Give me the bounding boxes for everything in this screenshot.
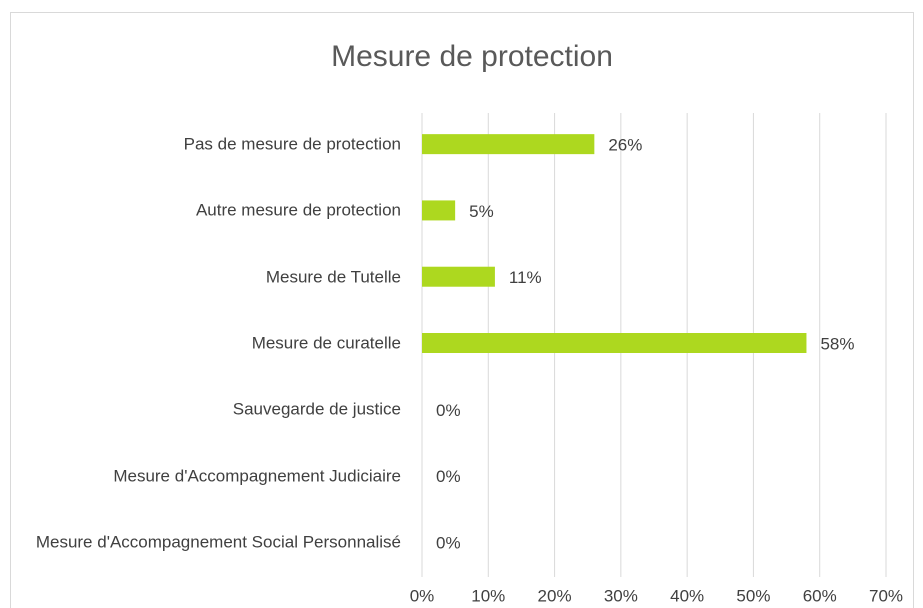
category-label-box: Mesure d'Accompagnement Social Personnal…: [36, 531, 401, 552]
y-tick-label: Mesure de curatelle: [251, 333, 401, 353]
y-tick-label: Mesure d'Accompagnement Social Personnal…: [35, 532, 401, 552]
x-tick-label: 10%: [471, 586, 505, 605]
category-label-box: Sauvegarde de justice: [233, 399, 401, 420]
data-label: 5%: [469, 202, 494, 221]
data-label: 0%: [436, 467, 461, 486]
category-label-box: Mesure d'Accompagnement Judiciaire: [113, 465, 401, 486]
x-tick-label: 30%: [604, 586, 638, 605]
chart-title: Mesure de protection: [331, 40, 613, 73]
category-label-box: Pas de mesure de protection: [184, 134, 401, 155]
bar: [422, 333, 807, 353]
chart-frame: [10, 12, 914, 608]
bar: [422, 200, 456, 221]
x-tick-label: 50%: [736, 586, 770, 605]
category-label-box: Autre mesure de protection: [196, 200, 401, 221]
data-label: 11%: [509, 268, 542, 287]
data-label: 0%: [436, 401, 461, 420]
bar: [422, 266, 495, 287]
x-tick-label: 20%: [538, 586, 572, 605]
x-tick-label: 40%: [670, 586, 704, 605]
x-tick-label: 70%: [869, 586, 903, 605]
data-label: 58%: [820, 334, 854, 353]
y-tick-label: Sauvegarde de justice: [232, 399, 401, 419]
data-label: 0%: [436, 533, 461, 552]
x-tick-label: 60%: [803, 586, 837, 605]
bar: [422, 134, 595, 155]
y-tick-label: Mesure d'Accompagnement Judiciaire: [113, 465, 401, 485]
category-label-box: Mesure de curatelle: [252, 332, 401, 353]
y-tick-label: Pas de mesure de protection: [183, 134, 401, 154]
x-tick-label: 0%: [410, 586, 435, 605]
y-tick-label: Autre mesure de protection: [195, 200, 401, 220]
y-tick-label: Mesure de Tutelle: [265, 267, 401, 287]
category-label-box: Mesure de Tutelle: [266, 266, 401, 287]
data-label: 26%: [608, 136, 642, 155]
